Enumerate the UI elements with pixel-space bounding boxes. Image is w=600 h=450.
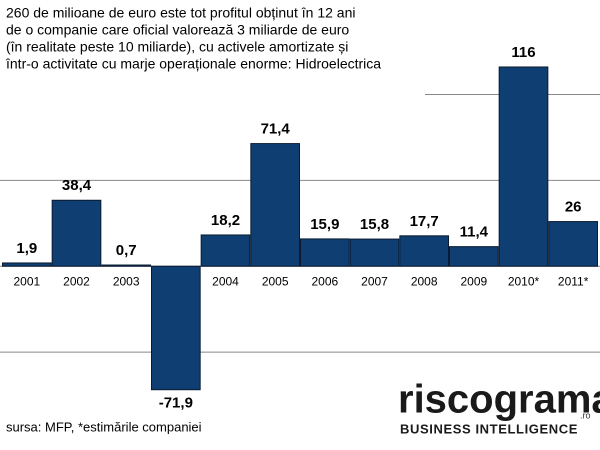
bar: [200, 234, 251, 267]
x-tick-label: 2006: [311, 274, 338, 288]
x-tick-label: 2005: [262, 274, 289, 288]
x-tick-label: 2007: [361, 274, 388, 288]
data-label: 11,4: [460, 224, 489, 241]
bar: [300, 238, 350, 267]
bar: [399, 235, 450, 267]
bar: [250, 143, 300, 267]
bar: [151, 265, 201, 391]
chart-title: într-o activitate cu marje operaționale …: [5, 56, 381, 72]
title-background: [0, 0, 425, 96]
bar: [548, 221, 598, 267]
chart-title: de o companie care oficial valorează 3 m…: [6, 22, 349, 38]
data-label: -71,9: [159, 395, 193, 412]
bar: [2, 262, 52, 267]
tagline: BUSINESS INTELLIGENCE: [400, 421, 578, 436]
data-label: 18,2: [211, 212, 240, 229]
x-tick-label: 2001: [13, 274, 40, 288]
x-tick-label: 2008: [411, 274, 438, 288]
x-tick-label: 2003: [113, 274, 140, 288]
data-label: 71,4: [261, 121, 291, 138]
data-label: 15,9: [310, 216, 339, 233]
data-label: 26: [565, 199, 582, 216]
data-label: 38,4: [62, 177, 92, 194]
bar: [101, 264, 152, 267]
source: sursa: MFP, *estimările companiei: [6, 419, 202, 434]
x-tick-label: 2011*: [558, 274, 589, 288]
chart-title: 260 de milioane de euro este tot profitu…: [6, 5, 355, 21]
x-tick-label: 2002: [63, 274, 90, 288]
data-label: 116: [511, 44, 535, 61]
x-tick-label: 2009: [460, 274, 487, 288]
x-tick-label: 2010*: [508, 274, 540, 288]
bar: [51, 199, 102, 267]
data-label: 17,7: [410, 213, 439, 230]
data-label: 15,8: [360, 216, 389, 233]
data-label: 1,9: [16, 240, 37, 257]
bar: [349, 238, 400, 267]
logo-domain: .ro: [580, 410, 591, 420]
bar: [449, 246, 499, 267]
x-tick-label: 2004: [212, 274, 239, 288]
data-label: 0,7: [116, 242, 137, 259]
logo: riscograma: [398, 378, 600, 422]
chart-title: (în realitate peste 10 miliarde), cu act…: [6, 39, 348, 55]
bars: [2, 66, 598, 391]
bar: [498, 66, 549, 267]
